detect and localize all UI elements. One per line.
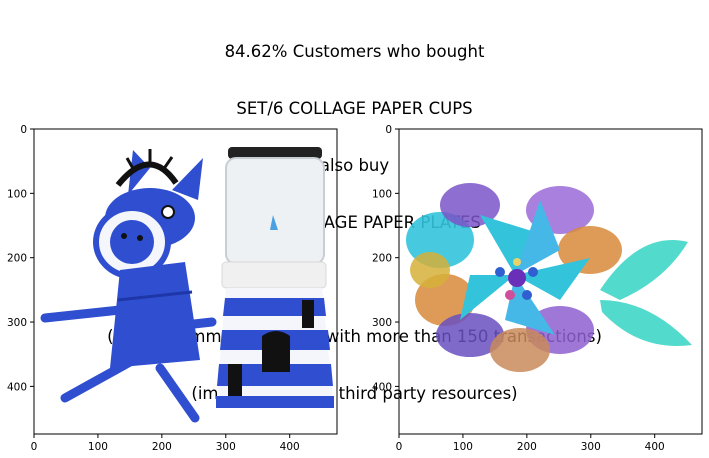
panel-2-y-tick-label: 200 <box>372 253 392 265</box>
panel-1-x-tick-label: 200 <box>152 441 172 453</box>
right-panel-image <box>406 183 692 372</box>
panel-2-x-tick-label: 0 <box>396 441 403 453</box>
panel-2-y-tick-label: 0 <box>385 124 392 136</box>
panel-1-y-tick-label: 300 <box>7 317 27 329</box>
panel-1-x-tick-label: 400 <box>280 441 300 453</box>
left-panel-image <box>40 147 334 423</box>
panel-2-x-tick-label: 400 <box>645 441 665 453</box>
panel-1-y-tick-label: 0 <box>20 124 27 136</box>
panel-2-y-tick-label: 100 <box>372 188 392 200</box>
title-line-1: 84.62% Customers who bought <box>224 42 485 61</box>
panel-1-x-tick-label: 300 <box>216 441 236 453</box>
panel-2-x-tick-label: 200 <box>517 441 537 453</box>
panel-1-x-tick-label: 100 <box>88 441 108 453</box>
panel-1-y-tick-label: 200 <box>7 253 27 265</box>
panel-1-frame <box>33 128 338 435</box>
panel-1-y-tick-label: 400 <box>7 381 27 393</box>
panel-1-x-tick-label: 0 <box>31 441 38 453</box>
panel-1-y-tick-label: 100 <box>7 188 27 200</box>
panel-2-x-tick-label: 300 <box>581 441 601 453</box>
panel-2-y-tick-label: 300 <box>372 317 392 329</box>
title-line-2: SET/6 COLLAGE PAPER CUPS <box>236 99 473 118</box>
lighthouse-craft <box>216 147 334 408</box>
panel-2-frame <box>398 128 703 435</box>
panel-2-y-tick-label: 400 <box>372 381 392 393</box>
donkey-craft <box>40 149 217 423</box>
panel-2-x-tick-label: 100 <box>453 441 473 453</box>
